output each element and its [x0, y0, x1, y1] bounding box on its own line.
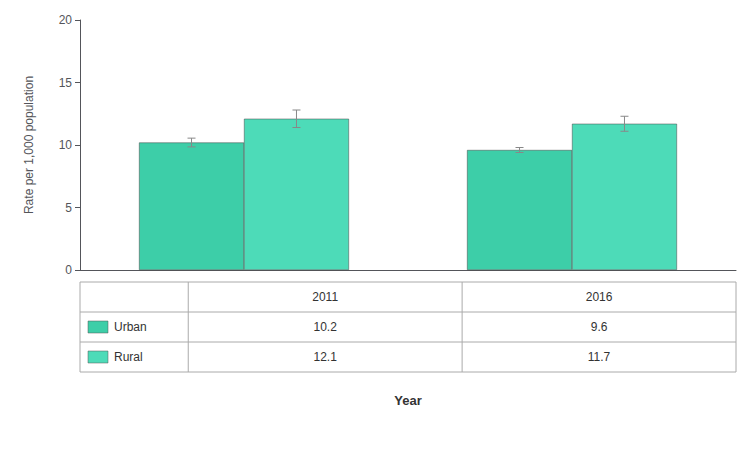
svg-text:2016: 2016: [586, 290, 613, 304]
svg-text:Rate per 1,000 population: Rate per 1,000 population: [22, 76, 36, 214]
svg-text:15: 15: [59, 76, 73, 90]
svg-text:0: 0: [65, 263, 72, 277]
svg-text:Urban: Urban: [114, 320, 147, 334]
svg-text:11.7: 11.7: [588, 350, 611, 364]
svg-text:10.2: 10.2: [314, 320, 338, 334]
svg-text:9.6: 9.6: [591, 320, 608, 334]
svg-text:12.1: 12.1: [314, 350, 338, 364]
svg-text:Year: Year: [394, 393, 421, 408]
svg-text:2011: 2011: [312, 290, 338, 304]
svg-text:20: 20: [59, 13, 73, 27]
svg-text:Rural: Rural: [114, 350, 143, 364]
svg-text:5: 5: [65, 201, 72, 215]
svg-text:10: 10: [59, 138, 73, 152]
